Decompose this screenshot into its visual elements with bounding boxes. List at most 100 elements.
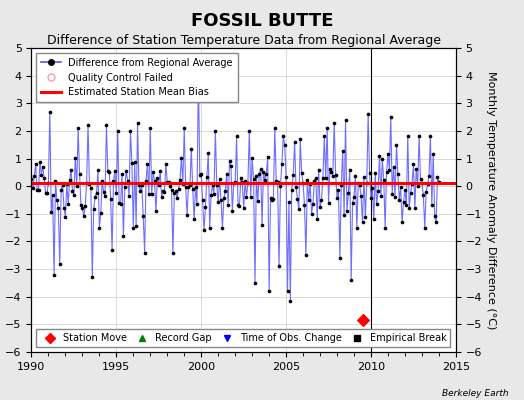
Point [122,168,130,174]
Point [31,161,40,167]
Point [322,175,330,182]
Point [258,222,266,228]
Point [433,174,442,180]
Point [29,185,37,192]
Point [244,180,252,186]
Point [371,170,379,176]
Point [422,189,430,195]
Point [276,183,285,189]
Point [347,277,355,283]
Point [285,199,293,206]
Point [49,192,57,198]
Point [72,183,81,190]
Point [398,219,406,225]
Point [210,191,218,197]
Point [369,216,378,222]
Point [115,200,123,206]
Point [47,209,56,216]
Point [119,233,128,239]
Point [363,180,371,186]
Point [384,151,392,157]
Point [299,180,307,186]
Point [401,187,409,193]
Point [296,136,304,142]
Point [153,175,161,182]
Point [183,212,191,218]
Point [135,182,143,188]
Point [316,204,324,210]
Point [204,150,213,156]
Point [385,167,394,174]
Point [343,208,351,214]
Point [116,201,125,208]
Point [241,178,249,184]
Point [377,193,385,199]
Point [274,179,282,185]
Point [95,224,104,231]
Point [355,182,364,189]
Point [201,204,210,211]
Point [30,173,38,180]
Point [392,142,401,148]
Point [150,178,159,184]
Point [96,210,105,216]
Point [423,181,432,188]
Point [426,133,434,140]
Point [432,219,440,225]
Legend: Station Move, Record Gap, Time of Obs. Change, Empirical Break: Station Move, Record Gap, Time of Obs. C… [36,329,450,347]
Point [189,186,197,192]
Point [200,227,208,234]
Point [336,255,344,261]
Point [259,168,268,175]
Point [139,213,147,220]
Point [293,196,302,202]
Point [197,171,205,177]
Point [389,164,398,170]
Point [323,124,331,131]
Point [379,177,388,183]
Point [413,183,422,189]
Point [82,180,91,186]
Point [142,178,150,184]
Point [350,194,358,200]
Point [373,201,381,208]
Point [220,195,228,201]
Point [255,171,264,178]
Point [191,184,200,190]
Point [33,186,41,193]
Point [228,208,236,214]
Point [157,194,166,200]
Point [235,203,244,210]
Point [227,163,235,170]
Point [326,166,334,172]
Point [403,133,412,140]
Point [330,120,339,126]
Point [132,223,140,229]
Point [247,194,255,200]
Point [171,188,180,194]
Point [174,186,183,192]
Text: Berkeley Earth: Berkeley Earth [442,389,508,398]
Point [364,111,373,118]
Point [266,194,275,201]
Point [160,189,169,195]
Point [221,188,230,194]
Point [199,197,207,203]
Point [242,193,250,200]
Point [193,201,201,207]
Point [225,158,234,164]
Point [180,125,189,131]
Point [282,174,290,180]
Point [78,205,86,212]
Point [329,173,337,180]
Point [205,224,214,231]
Point [408,181,416,187]
Point [80,213,88,219]
Point [146,125,155,131]
Point [163,178,171,185]
Point [128,160,136,166]
Point [169,249,177,256]
Point [275,263,283,270]
Point [143,160,151,167]
Point [100,189,108,195]
